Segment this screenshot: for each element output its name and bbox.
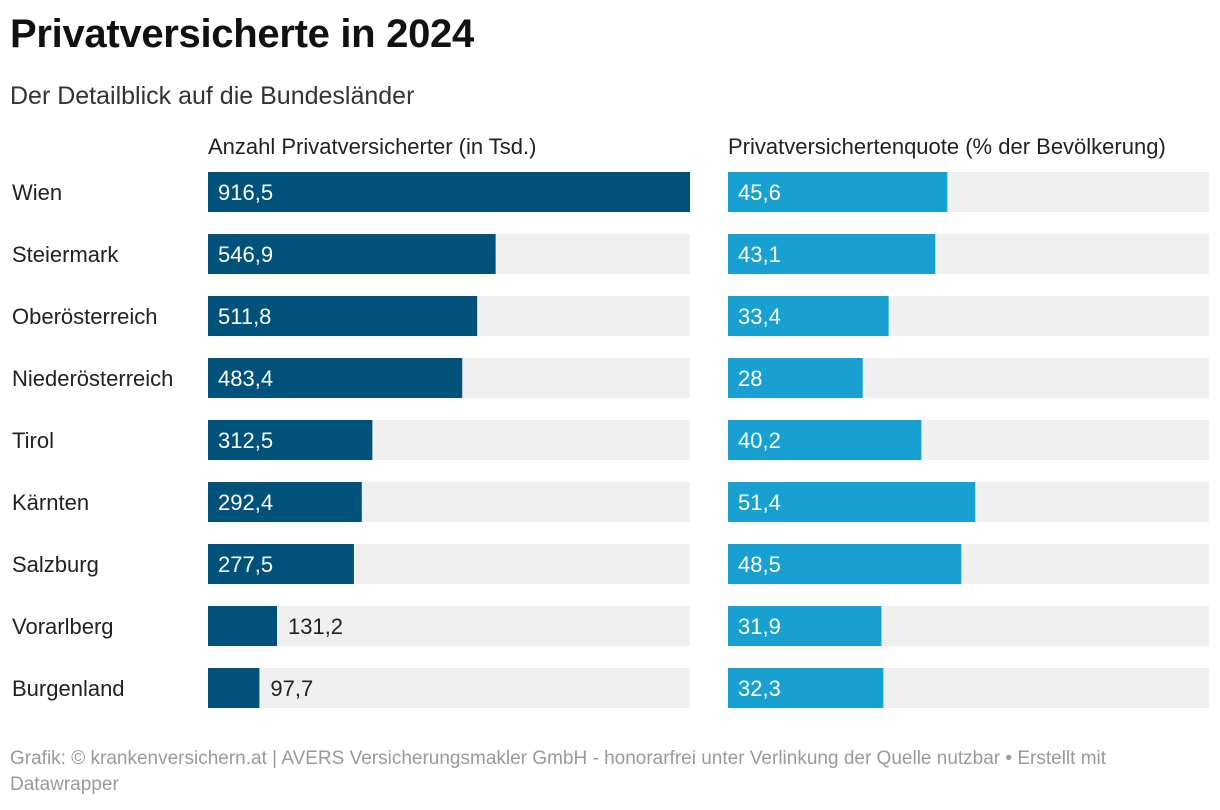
category-label: Salzburg: [12, 552, 99, 577]
value-label-quota: 48,5: [738, 552, 781, 577]
value-label-quota: 32,3: [738, 676, 781, 701]
bar-count: [208, 296, 478, 336]
category-label: Wien: [12, 180, 62, 205]
chart-subtitle: Der Detailblick auf die Bundesländer: [10, 82, 415, 110]
value-label-count: 131,2: [288, 614, 343, 639]
bar-count: [208, 420, 373, 460]
bar-quota: [728, 172, 948, 212]
category-label: Vorarlberg: [12, 614, 114, 639]
chart-footer: Grafik: © krankenversichern.at | AVERS V…: [10, 748, 1107, 795]
bar-quota: [728, 358, 863, 398]
bar-quota: [728, 668, 884, 708]
value-label-count: 277,5: [218, 552, 273, 577]
value-label-quota: 51,4: [738, 490, 781, 515]
value-label-count: 292,4: [218, 490, 273, 515]
bar-count: [208, 606, 277, 646]
category-label: Kärnten: [12, 490, 89, 515]
bar-count: [208, 234, 496, 274]
bar-count: [208, 668, 260, 708]
value-label-quota: 31,9: [738, 614, 781, 639]
value-label-count: 916,5: [218, 180, 273, 205]
bar-track-count: [208, 606, 690, 646]
bar-quota: [728, 296, 889, 336]
column-header-quota: Privatversichertenquote (% der Bevölkeru…: [728, 134, 1166, 159]
value-label-quota: 40,2: [738, 428, 781, 453]
bar-track-count: [208, 668, 690, 708]
category-label: Oberösterreich: [12, 304, 158, 329]
value-label-count: 511,8: [218, 304, 271, 329]
bar-count: [208, 358, 463, 398]
value-label-quota: 33,4: [738, 304, 781, 329]
category-label: Steiermark: [12, 242, 119, 267]
bar-quota: [728, 420, 922, 460]
value-label-quota: 28: [738, 366, 762, 391]
category-label: Tirol: [12, 428, 54, 453]
value-label-count: 546,9: [218, 242, 273, 267]
chart-title: Privatversicherte in 2024: [10, 12, 474, 56]
bar-quota: [728, 606, 882, 646]
bar-quota: [728, 544, 962, 584]
bar-quota: [728, 482, 976, 522]
bar-count: [208, 172, 690, 212]
category-label: Niederösterreich: [12, 366, 173, 391]
bar-count: [208, 544, 354, 584]
bar-count: [208, 482, 362, 522]
value-label-quota: 43,1: [738, 242, 781, 267]
category-label: Burgenland: [12, 676, 125, 701]
value-label-count: 483,4: [218, 366, 273, 391]
value-label-count: 312,5: [218, 428, 273, 453]
column-header-count: Anzahl Privatversicherter (in Tsd.): [208, 134, 537, 159]
bar-quota: [728, 234, 936, 274]
value-label-count: 97,7: [270, 676, 313, 701]
value-label-quota: 45,6: [738, 180, 781, 205]
